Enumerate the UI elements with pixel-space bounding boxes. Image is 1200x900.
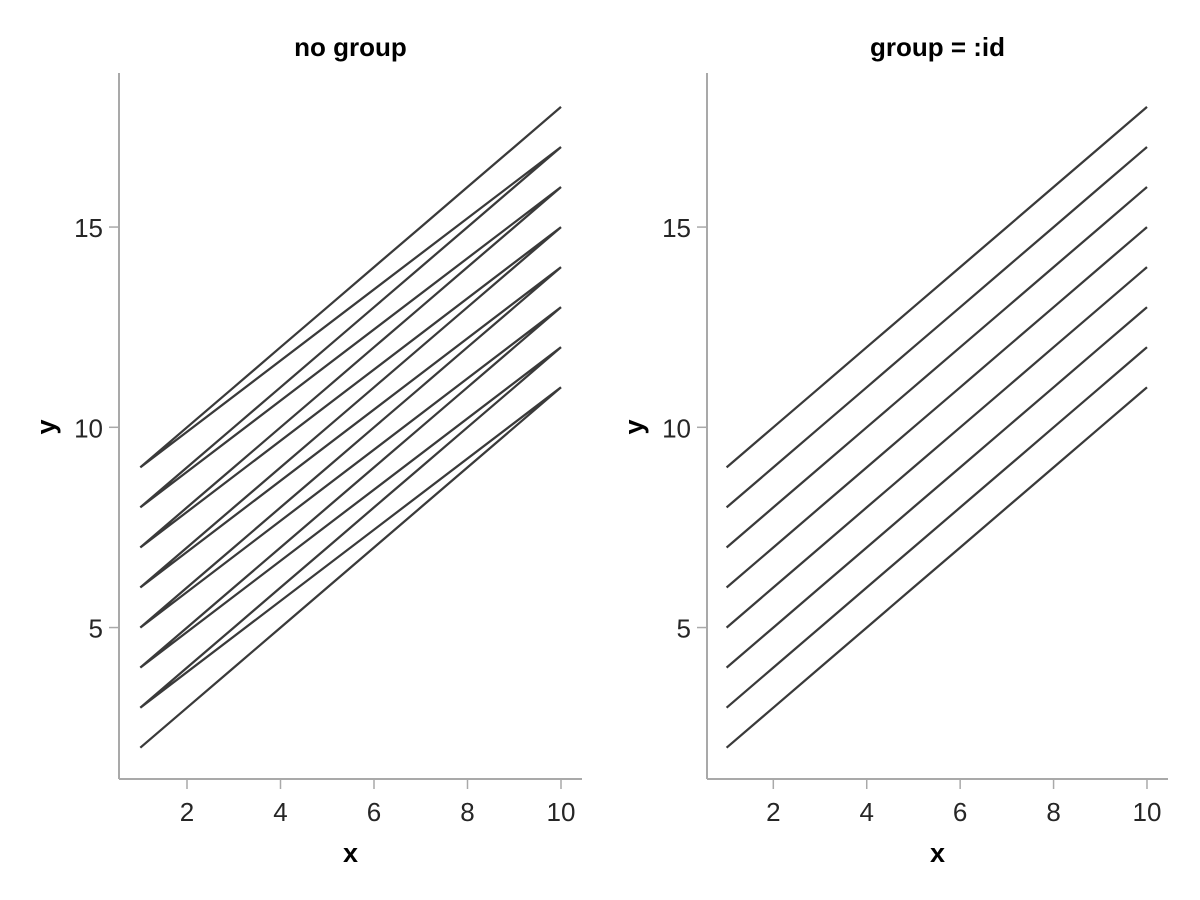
data-line-id=2 <box>725 346 1148 709</box>
y-axis-tick-label: 10 <box>74 413 103 443</box>
x-axis-tick-label: 6 <box>367 797 381 827</box>
x-axis-tick-label: 4 <box>859 797 873 827</box>
data-line-ungrouped <box>139 106 562 749</box>
data-line-id=1 <box>725 386 1148 749</box>
x-axis-tick-label: 10 <box>1133 797 1162 827</box>
x-axis-label: x <box>343 838 358 868</box>
panel-group-id: 2 4 6 8 10 5 10 15 <box>662 73 1168 827</box>
x-axis-tick-label: 10 <box>547 797 576 827</box>
x-axis-tick-label: 4 <box>273 797 287 827</box>
x-axis-tick-label: 2 <box>180 797 194 827</box>
panel-title: group = :id <box>870 32 1005 62</box>
y-axis-tick-label: 5 <box>677 614 691 644</box>
panel-title: no group <box>294 32 407 62</box>
x-axis-tick-label: 8 <box>1046 797 1060 827</box>
data-line-id=8 <box>725 106 1148 469</box>
data-line-id=4 <box>725 266 1148 629</box>
data-line-id=3 <box>725 306 1148 669</box>
panel-no-group: 2 4 6 8 10 5 10 15 <box>74 73 582 827</box>
data-line-id=6 <box>725 186 1148 549</box>
x-axis-tick-label: 2 <box>766 797 780 827</box>
x-axis-tick-label: 8 <box>460 797 474 827</box>
y-axis-tick-label: 15 <box>662 213 691 243</box>
y-axis-tick-label: 15 <box>74 213 103 243</box>
data-line-id=7 <box>725 146 1148 509</box>
x-axis-label: x <box>930 838 945 868</box>
y-axis-tick-label: 10 <box>662 413 691 443</box>
y-axis-tick-label: 5 <box>89 614 103 644</box>
x-axis-tick-label: 6 <box>953 797 967 827</box>
y-axis-label: y <box>619 419 649 434</box>
y-axis-label: y <box>31 419 61 434</box>
data-line-id=5 <box>725 226 1148 589</box>
